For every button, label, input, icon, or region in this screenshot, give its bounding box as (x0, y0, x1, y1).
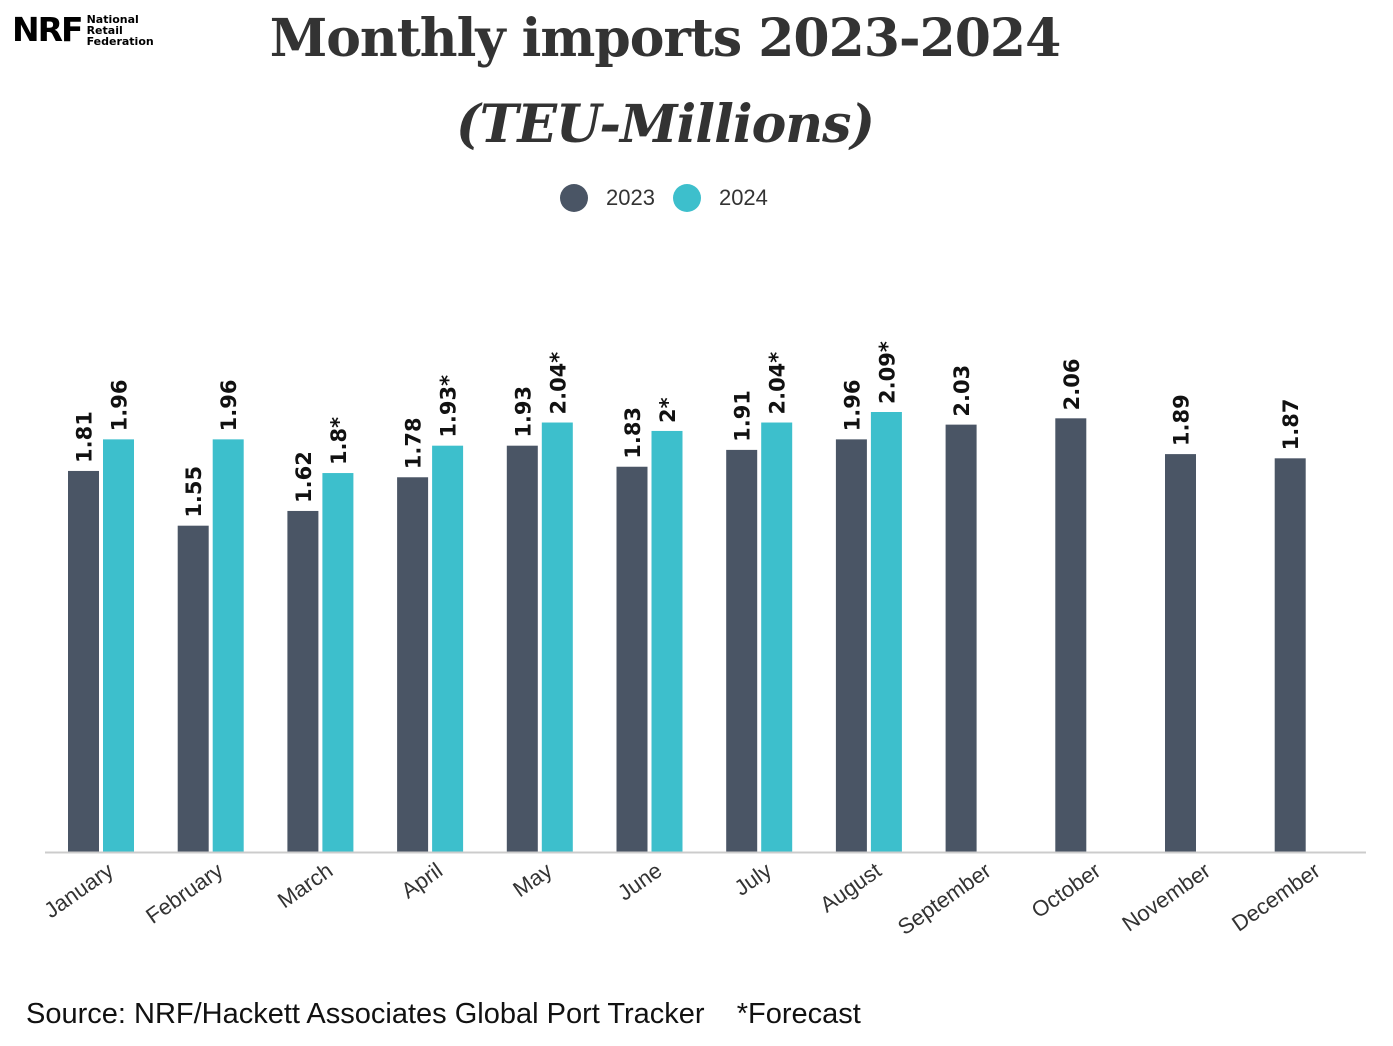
x-tick-label-october: October (1027, 858, 1105, 923)
x-tick-label-june: June (613, 858, 666, 906)
bar-2024-may (541, 422, 573, 852)
bar-2023-september (945, 424, 977, 852)
data-label-2023-may: 1.93 (511, 386, 535, 438)
data-label-2023-september: 2.03 (950, 365, 974, 417)
logo-mark: NRF (12, 10, 84, 49)
chart-title: Monthly imports 2023-2024 (269, 8, 1062, 69)
nrf-logo: NRF National Retail Federation (12, 12, 154, 48)
bar-2024-february (212, 439, 244, 852)
data-label-2024-april: 1.93* (437, 375, 461, 438)
data-label-2023-january: 1.81 (73, 411, 97, 463)
forecast-note: *Forecast (736, 998, 861, 1030)
data-label-2024-january: 1.96 (108, 380, 132, 432)
legend-item-2024: 2024 (672, 184, 768, 212)
bar-2023-july (726, 449, 758, 852)
data-label-2024-june: 2* (656, 397, 680, 423)
bar-2023-october (1055, 418, 1087, 852)
bar-2023-november (1165, 454, 1196, 852)
source-footer: Source: NRF/Hackett Associates Global Po… (26, 998, 861, 1031)
bar-2024-april (432, 445, 464, 852)
data-label-2024-august: 2.09* (875, 341, 899, 404)
data-label-2023-august: 1.96 (840, 380, 864, 432)
bar-2024-march (322, 473, 354, 852)
bar-2024-june (651, 430, 683, 852)
x-tick-label-december: December (1227, 858, 1324, 937)
data-label-2024-february: 1.96 (217, 380, 241, 432)
x-tick-label-september: September (893, 858, 996, 940)
data-label-2023-november: 1.89 (1170, 394, 1194, 446)
x-tick-label-may: May (508, 858, 556, 902)
bar-2023-april (397, 477, 429, 852)
x-tick-label-april: April (397, 858, 447, 904)
bar-2023-february (177, 525, 209, 852)
data-label-2023-april: 1.78 (402, 417, 426, 469)
data-label-2023-march: 1.62 (292, 451, 316, 503)
x-tick-label-november: November (1117, 858, 1214, 937)
bar-2024-august (870, 412, 902, 852)
legend-label-2024: 2024 (718, 185, 768, 210)
x-tick-label-july: July (730, 858, 776, 901)
x-tick-label-january: January (39, 858, 117, 923)
bar-2023-december (1274, 458, 1306, 852)
legend-label-2023: 2023 (606, 185, 655, 210)
bar-2023-august (835, 439, 867, 852)
data-label-2024-may: 2.04* (546, 352, 570, 415)
source-text: Source: NRF/Hackett Associates Global Po… (26, 998, 705, 1030)
data-label-2024-march: 1.8* (327, 417, 351, 465)
logo-line-2: Retail (86, 24, 123, 37)
chart-legend: 2023 2024 (560, 184, 786, 212)
chart-subtitle: (TEU-Millions) (456, 94, 875, 155)
data-label-2023-october: 2.06 (1060, 358, 1084, 410)
bar-2024-july (761, 422, 793, 852)
x-tick-label-march: March (273, 858, 337, 914)
bar-2023-january (68, 470, 99, 852)
bar-2023-march (287, 510, 319, 852)
x-tick-label-february: February (141, 858, 227, 929)
data-label-2023-february: 1.55 (182, 466, 206, 518)
bar-2024-january (103, 439, 134, 852)
logo-line-3: Federation (86, 35, 154, 48)
logo-line-1: National (86, 13, 139, 26)
bar-2023-june (616, 466, 648, 852)
legend-item-2023: 2023 (560, 184, 655, 212)
data-label-2023-june: 1.83 (621, 407, 645, 459)
data-label-2023-december: 1.87 (1279, 398, 1303, 450)
data-label-2024-july: 2.04* (766, 352, 790, 415)
legend-swatch-2024 (672, 184, 701, 212)
x-tick-label-august: August (815, 858, 885, 918)
legend-swatch-2023 (560, 184, 588, 212)
logo-wordmark: National Retail Federation (87, 14, 154, 47)
data-label-2023-july: 1.91 (731, 390, 755, 442)
bar-2023-may (506, 445, 538, 852)
